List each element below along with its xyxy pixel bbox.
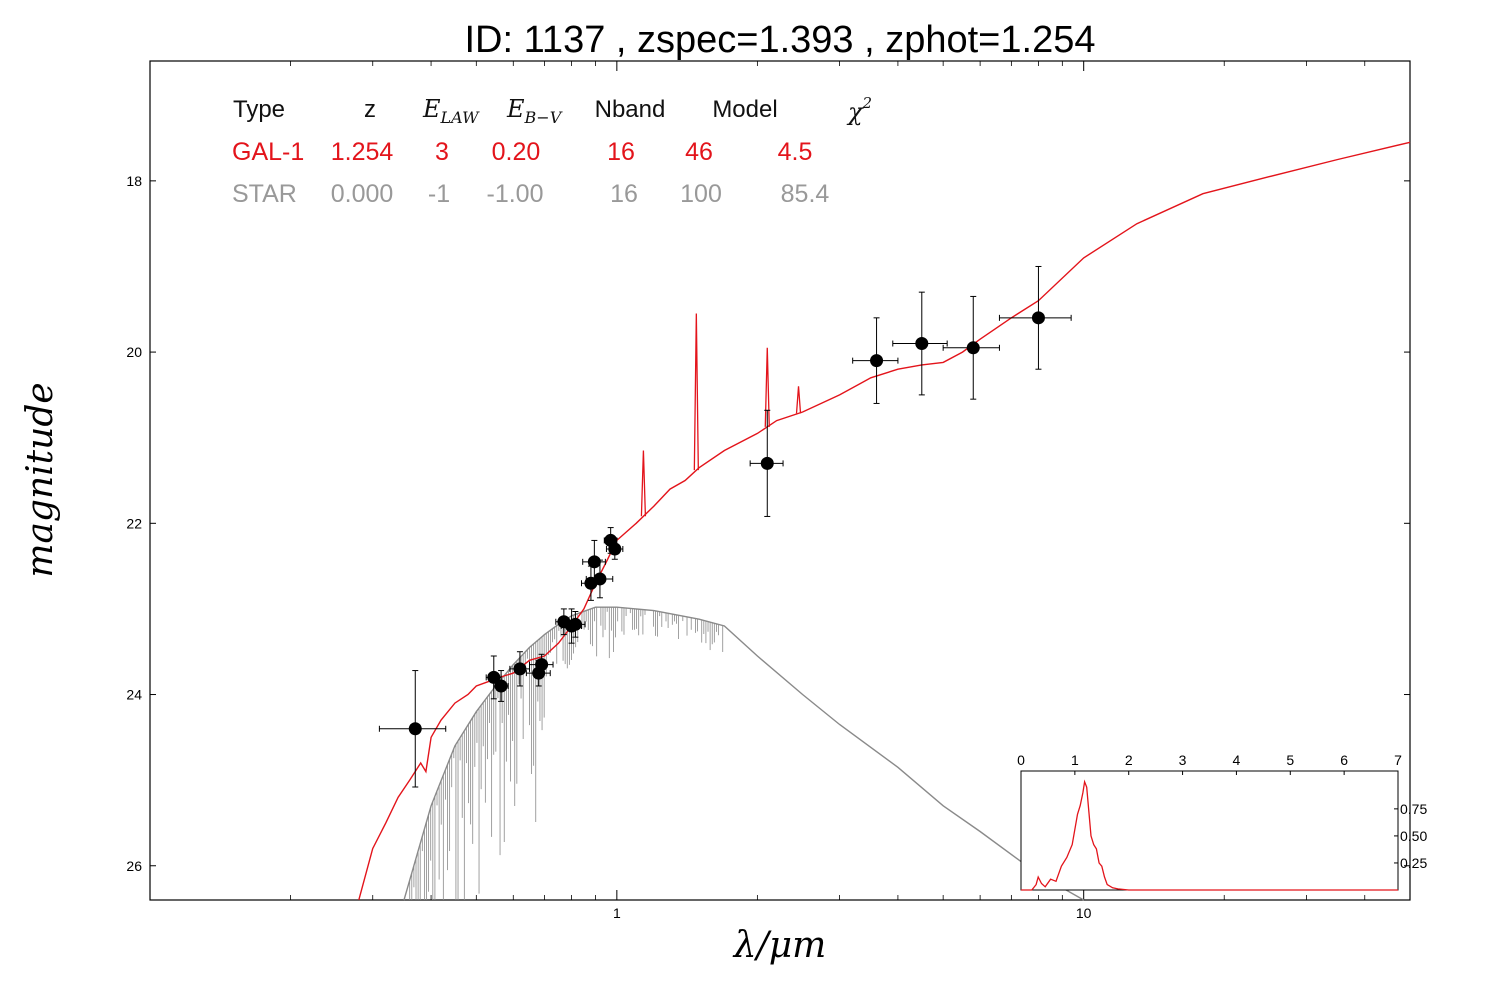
photometry-point [487,670,501,684]
photometry-point [513,662,527,676]
photometry-point [760,456,774,470]
x-tick-label: 10 [1076,905,1092,921]
table-row-galaxy: GAL-1 1.254 3 0.20 16 46 4.5 [232,138,812,166]
gal-type: GAL-1 [232,138,304,166]
gal-elaw: 3 [435,138,449,166]
star-type: STAR [232,180,297,208]
inset-x-tick-label: 2 [1125,752,1133,768]
gal-ebv: 0.20 [492,138,541,166]
star-z: 0.000 [331,180,394,208]
table-header-chi2: χ2 [846,94,872,126]
table-header-elaw: ELAW [422,95,480,127]
photometry-point [1031,311,1045,325]
inset-x-tick-label: 0 [1017,752,1025,768]
galaxy-template-layer [358,141,1411,901]
star-nband: 16 [610,180,638,208]
photometry-point [568,617,582,631]
table-header-z: z [364,96,376,123]
inset-x-tick-label: 4 [1233,752,1241,768]
y-tick-label: 20 [126,344,142,360]
inset-x-tick-label: 5 [1286,752,1294,768]
gal-z: 1.254 [331,138,394,166]
inset-frame [1020,770,1399,891]
gal-chi2: 4.5 [778,138,813,166]
x-axis-label: λ/μm [732,925,826,966]
emission-line [764,347,770,427]
photometry-point [408,722,422,736]
gal-model: 46 [685,138,713,166]
inset-x-tick-label: 1 [1071,752,1079,768]
emission-line [640,450,647,517]
y-tick-label: 22 [126,515,142,531]
photometry-point [608,542,622,556]
galaxy-template-line [358,141,1411,901]
table-header-ebv: EB−V [506,95,563,127]
photometry-points-layer [378,265,1072,788]
main-plot-frame [149,60,1411,901]
photometry-point [587,555,601,569]
inset-x-tick-label: 3 [1179,752,1187,768]
photometry-point [494,679,508,693]
inset-x-tick-label: 6 [1340,752,1348,768]
fit-table: Type z ELAW EB−V Nband Model χ2 GAL-1 1.… [232,94,872,208]
y-tick-label: 18 [126,173,142,189]
inset-pdf: 0 1 2 3 4 5 6 7 0.25 0.50 0.75 [1017,752,1427,891]
y-axis-label: magnitude [20,382,61,577]
star-elaw: -1 [428,180,450,208]
table-row-star: STAR 0.000 -1 -1.00 16 100 85.4 [232,180,829,208]
inset-y-tick-label: 0.25 [1400,855,1427,871]
y-tick-label: 26 [126,858,142,874]
table-header-nband: Nband [595,96,666,123]
gal-nband: 16 [607,138,635,166]
photometry-point [966,341,980,355]
emission-line [795,386,802,414]
star-model: 100 [680,180,722,208]
inset-y-tick-label: 0.50 [1400,828,1427,844]
inset-y-tick-label: 0.75 [1400,801,1427,817]
star-chi2: 85.4 [781,180,830,208]
inset-curve-layer [1021,779,1398,891]
star-ebv: -1.00 [487,180,544,208]
inset-x-tick-label: 7 [1394,752,1402,768]
photometry-point [870,354,884,368]
table-header-model: Model [712,96,777,123]
inset-axis-ticks: 0 1 2 3 4 5 6 7 0.25 0.50 0.75 [1017,752,1427,871]
photometry-point [915,337,929,351]
table-header-type: Type [233,96,285,123]
figure-title: ID: 1137 , zspec=1.393 , zphot=1.254 [465,19,1096,61]
y-tick-label: 24 [126,687,142,703]
x-tick-label: 1 [613,905,621,921]
pdf-z-line [1021,779,1398,891]
star-template-layer [403,606,1085,901]
photometry-point [535,658,549,672]
emission-line [693,313,699,471]
photometry-point [593,572,607,586]
